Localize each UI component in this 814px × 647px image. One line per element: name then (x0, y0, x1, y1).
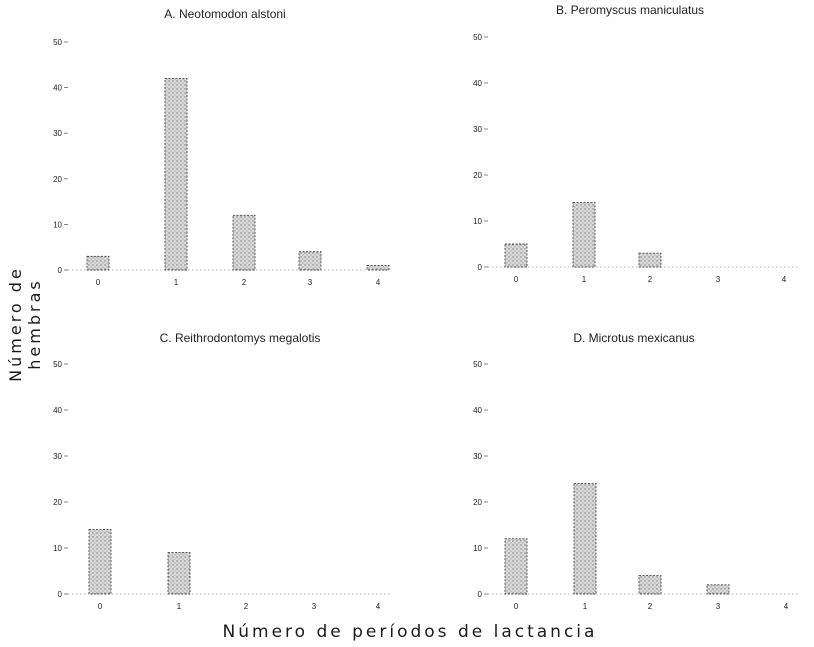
panel-c-xtick-label: 0 (98, 602, 103, 611)
panel-b-xtick-label: 2 (648, 275, 653, 284)
panel-b-xtick-label: 3 (716, 275, 721, 284)
panel-a-ytick-label: 0 (58, 266, 63, 275)
panel-b-bar-1 (572, 202, 596, 268)
panel-a-bar-0 (86, 255, 110, 271)
panel-a-xtick-label: 4 (376, 278, 381, 287)
panel-b-ytick-label: 20 (473, 171, 482, 180)
panel-a-ytick-label: 30 (53, 129, 62, 138)
panel-b-ytick-label: 50 (473, 33, 482, 42)
panel-c-xtick-label: 4 (376, 602, 381, 611)
panel-b-title: B. Peromyscus maniculatus (556, 3, 704, 17)
panel-a-ytick-label: 10 (53, 220, 62, 229)
panel-d: D. Microtus mexicanus 0 10 20 30 40 50 0 1 2 3 4 (473, 331, 800, 611)
panel-a-ytick-label: 20 (53, 175, 62, 184)
panel-a-title: A. Neotomodon alstoni (164, 7, 285, 21)
panel-c-xtick-label: 3 (312, 602, 317, 611)
panel-a-xtick-label: 0 (96, 278, 101, 287)
panel-d-xtick-label: 1 (583, 602, 588, 611)
panel-d-bar-2 (638, 575, 662, 595)
panel-d-xtick-label: 3 (716, 602, 721, 611)
panel-b-ytick-label: 0 (478, 263, 483, 272)
panel-a: A. Neotomodon alstoni 0 10 20 30 40 50 0 1 2 3 4 (53, 7, 392, 287)
panel-d-bar-0 (504, 538, 528, 595)
panel-b-bar-0 (504, 243, 528, 268)
panel-a-ytick-label: 50 (53, 38, 62, 47)
panel-b-xtick-label: 0 (514, 275, 519, 284)
panel-d-bar-3 (706, 584, 730, 595)
panel-b: B. Peromyscus maniculatus 0 10 20 30 40 50 0 1 2 3… (473, 3, 798, 284)
panel-a-ytick-label: 40 (53, 84, 62, 93)
panel-c-xtick-label: 1 (177, 602, 182, 611)
panel-a-bar-1 (164, 78, 188, 271)
panel-c-title: C. Reithrodontomys megalotis (160, 331, 321, 345)
panel-d-bar-1 (573, 483, 597, 595)
panel-c-bar-1 (167, 552, 191, 595)
panel-c-bar-0 (88, 529, 112, 595)
panel-b-ytick-label: 10 (473, 217, 482, 226)
panel-c-xtick-label: 2 (244, 602, 249, 611)
panel-d-xtick-label: 4 (784, 602, 789, 611)
panel-c-ytick-label: 10 (53, 544, 62, 553)
panel-d-ytick-label: 0 (478, 590, 483, 599)
panel-b-xtick-label: 4 (782, 275, 787, 284)
panel-c: C. Reithrodontomys megalotis 0 10 20 30 40 50 0… (53, 331, 392, 611)
panel-d-ytick-label: 10 (473, 544, 482, 553)
panel-a-bar-3 (298, 251, 322, 271)
panel-c-ytick-label: 0 (58, 590, 63, 599)
y-axis-label: Número de hembras (6, 266, 44, 382)
x-axis-label: Número de períodos de lactancia (222, 622, 598, 642)
panel-d-xtick-label: 0 (514, 602, 519, 611)
panel-b-bar-2 (638, 252, 662, 268)
panel-c-ytick-label: 40 (53, 406, 62, 415)
panel-b-xtick-label: 1 (582, 275, 587, 284)
panel-c-ytick-label: 20 (53, 498, 62, 507)
panel-d-ytick-label: 40 (473, 406, 482, 415)
panel-d-ytick-label: 50 (473, 360, 482, 369)
panel-d-ytick-label: 30 (473, 452, 482, 461)
panel-c-ytick-label: 30 (53, 452, 62, 461)
panel-a-xtick-label: 2 (242, 278, 247, 287)
panel-d-title: D. Microtus mexicanus (573, 331, 694, 345)
panel-b-ytick-label: 30 (473, 125, 482, 134)
panel-a-bar-4 (366, 264, 390, 271)
panel-a-xtick-label: 1 (174, 278, 179, 287)
panel-d-xtick-label: 2 (648, 602, 653, 611)
panel-a-bar-2 (232, 214, 256, 271)
panel-d-ytick-label: 20 (473, 498, 482, 507)
panel-c-ytick-label: 50 (53, 360, 62, 369)
panel-a-xtick-label: 3 (308, 278, 313, 287)
panel-b-ytick-label: 40 (473, 79, 482, 88)
